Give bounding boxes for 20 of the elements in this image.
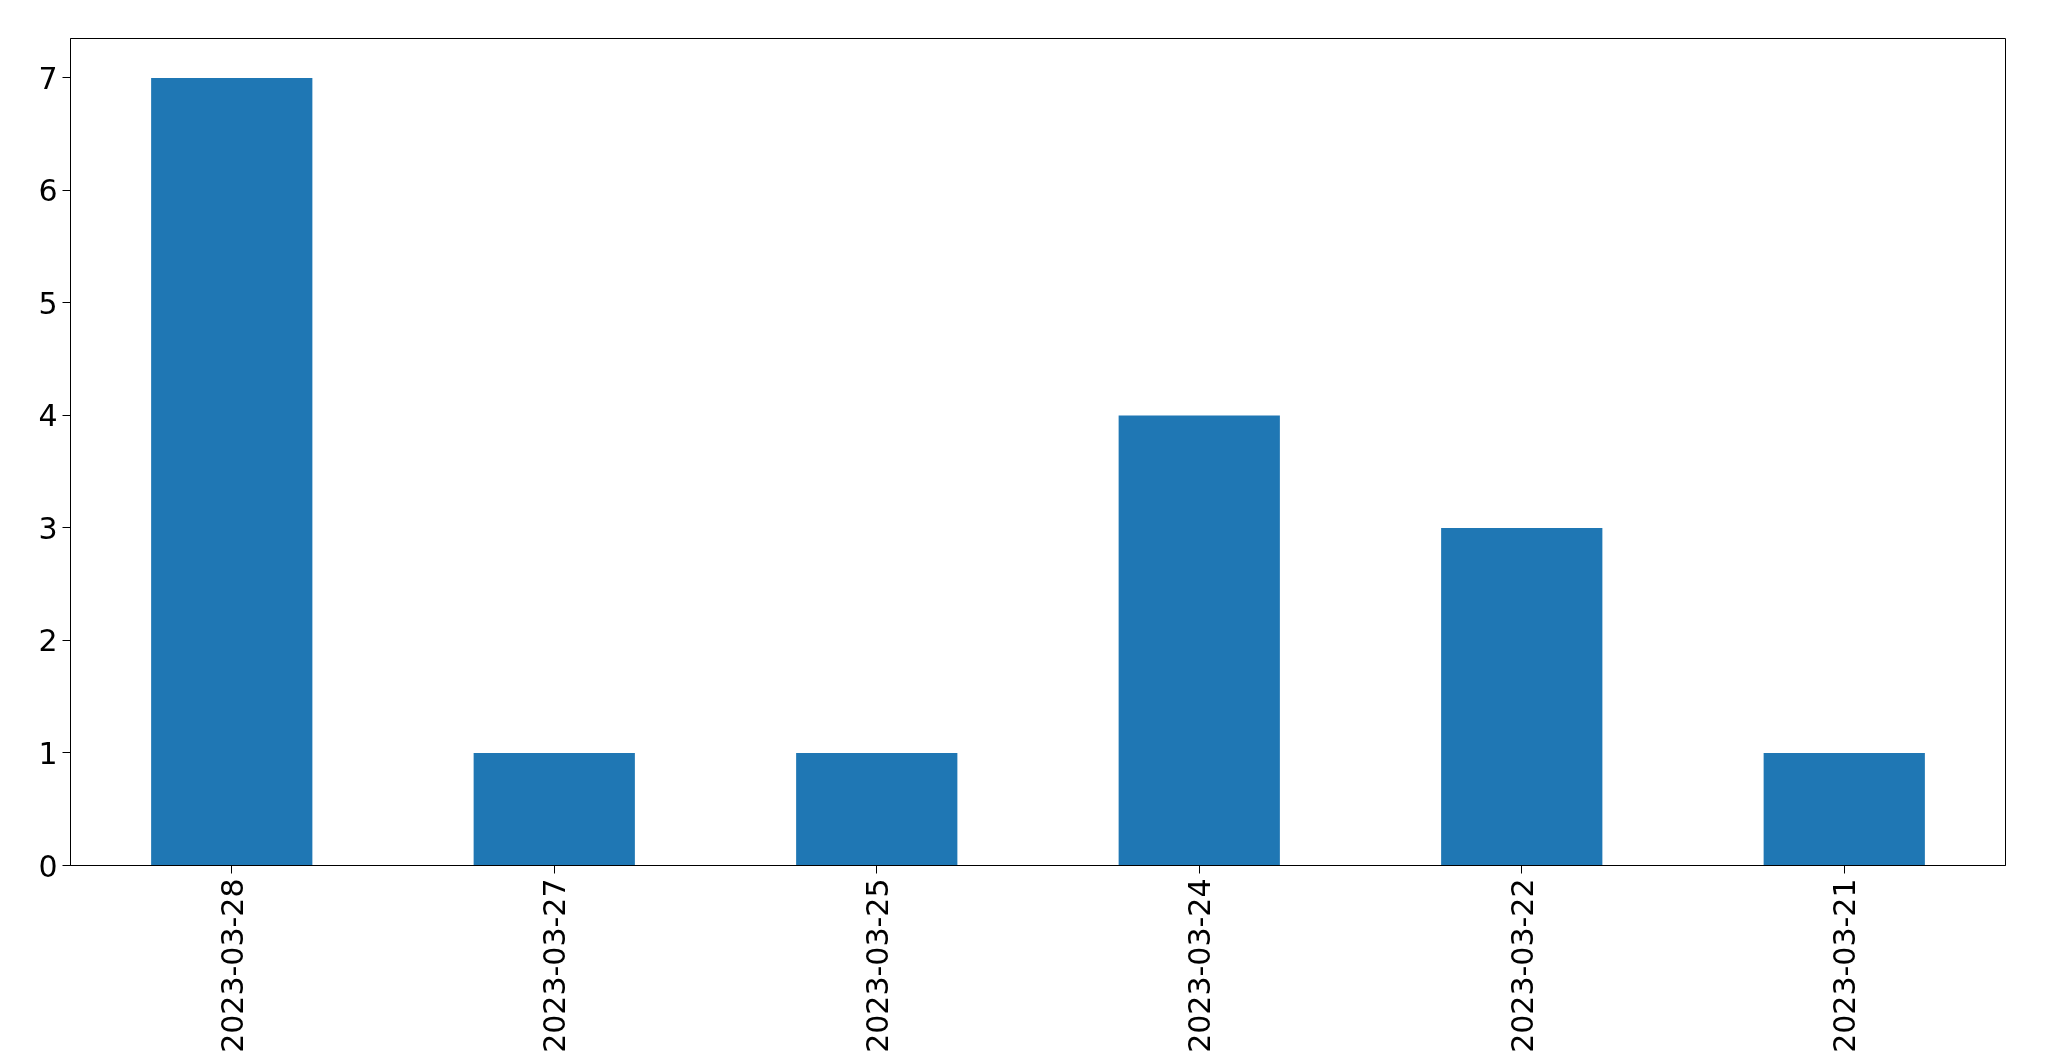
y-tick-label: 0 [38, 848, 58, 884]
y-tick-label: 5 [38, 285, 58, 321]
bar [1118, 415, 1280, 866]
y-tick-label: 4 [38, 398, 58, 434]
y-tick-label: 6 [38, 173, 58, 209]
bar [473, 752, 635, 866]
y-tick-label: 7 [38, 60, 58, 96]
x-tick-label: 2023-03-27 [537, 878, 573, 1053]
y-tick-label: 1 [38, 735, 58, 771]
y-tick-label: 2 [38, 623, 58, 659]
x-tick-label: 2023-03-21 [1827, 878, 1863, 1053]
x-tick-label: 2023-03-24 [1182, 878, 1218, 1053]
x-tick-label: 2023-03-22 [1504, 878, 1540, 1053]
x-tick-label: 2023-03-25 [859, 878, 895, 1053]
bar [151, 77, 313, 866]
y-tick-label: 3 [38, 510, 58, 546]
bar [1441, 527, 1603, 866]
bar [1763, 752, 1925, 866]
x-tick-label: 2023-03-28 [214, 878, 250, 1053]
bar [796, 752, 958, 866]
